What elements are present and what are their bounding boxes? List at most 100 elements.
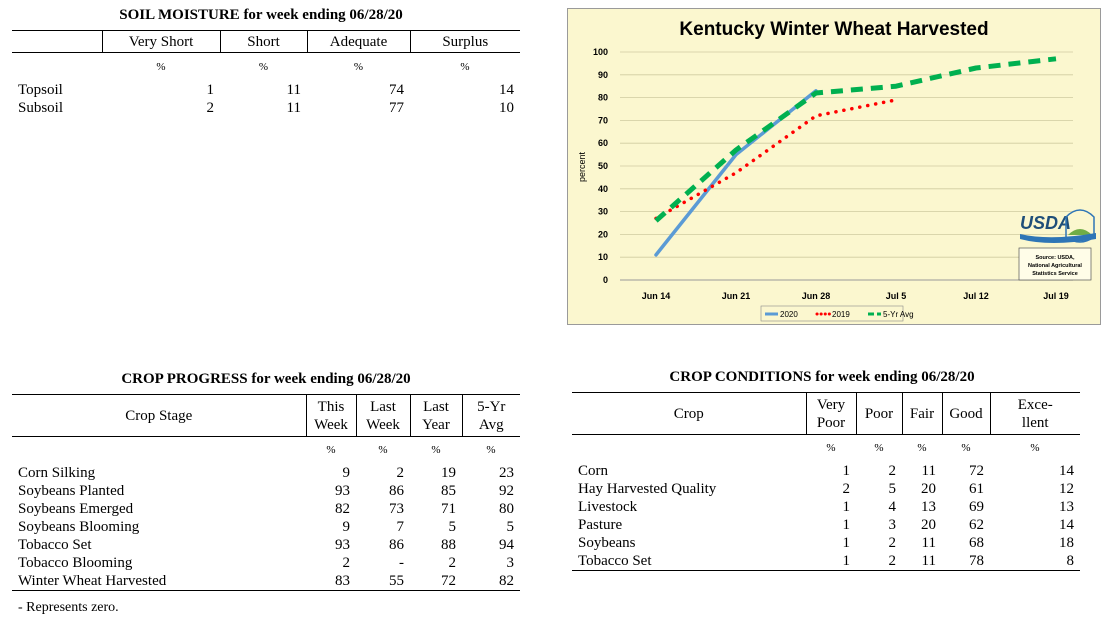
cell-value: 13 bbox=[921, 498, 936, 515]
cell-value: 2 bbox=[448, 554, 457, 571]
cell-value: 7 bbox=[396, 518, 405, 535]
row-label: Winter Wheat Harvested bbox=[18, 572, 167, 589]
unit-label: % bbox=[378, 444, 388, 457]
chart-legend: 2020 2019 5-Yr Avg bbox=[760, 305, 914, 322]
unit-label: % bbox=[874, 442, 884, 455]
cell-value: 3 bbox=[506, 554, 515, 571]
cell-value: 9 bbox=[342, 464, 351, 481]
row-label: Hay Harvested Quality bbox=[578, 480, 717, 497]
cell-value: 10 bbox=[499, 99, 514, 116]
table-row: Tobacco Set 93 86 88 94 bbox=[12, 536, 520, 554]
header-line: Last bbox=[370, 398, 396, 415]
table-row: Pasture 1 3 20 62 14 bbox=[572, 516, 1080, 534]
col-fair: Fair bbox=[901, 392, 942, 435]
cell-value: 62 bbox=[969, 516, 984, 533]
col-poor: Poor bbox=[855, 392, 902, 435]
row-label: Soybeans bbox=[578, 534, 636, 551]
soil-moisture-table: Very Short Short Adequate Surplus % % % … bbox=[12, 30, 520, 117]
cell-value: 2 bbox=[342, 554, 351, 571]
cell-value: 1 bbox=[842, 552, 851, 569]
legend-label: 5-Yr Avg bbox=[883, 310, 914, 319]
cell-value: 2 bbox=[888, 552, 897, 569]
row-label: Livestock bbox=[578, 498, 638, 515]
cell-value: 93 bbox=[335, 536, 350, 553]
unit-label: % bbox=[326, 444, 336, 457]
cell-value: 82 bbox=[335, 500, 350, 517]
header-line: Very bbox=[816, 396, 846, 413]
source-line-2: National Agricultural bbox=[1028, 263, 1082, 269]
y-tick-label: 40 bbox=[598, 184, 608, 194]
row-label: Tobacco Set bbox=[578, 552, 652, 569]
cell-value: 93 bbox=[335, 482, 350, 499]
cell-value: 14 bbox=[1059, 516, 1074, 533]
col-adequate: Adequate bbox=[306, 30, 410, 53]
row-label: Soybeans Emerged bbox=[18, 500, 134, 517]
cell-value: 11 bbox=[286, 81, 301, 98]
cell-value: 86 bbox=[389, 536, 404, 553]
cell-value: 1 bbox=[206, 81, 215, 98]
cell-value: 3 bbox=[888, 516, 897, 533]
source-box: Source: USDA, National Agricultural Stat… bbox=[1018, 247, 1092, 281]
unit-label: % bbox=[431, 444, 441, 457]
col-very-short: Very Short bbox=[101, 30, 220, 53]
legend-frame bbox=[760, 305, 904, 322]
cell-value: 85 bbox=[441, 482, 456, 499]
y-tick-label: 50 bbox=[598, 161, 608, 171]
cell-value: 2 bbox=[396, 464, 405, 481]
y-tick-label: 60 bbox=[598, 138, 608, 148]
table-row: Soybeans Blooming 9 7 5 5 bbox=[12, 518, 520, 536]
unit-label: % bbox=[486, 444, 496, 457]
header-line: Avg bbox=[478, 416, 504, 433]
cell-value: 80 bbox=[499, 500, 514, 517]
col-short: Short bbox=[219, 30, 307, 53]
cell-value: 2 bbox=[206, 99, 215, 116]
cell-value: 55 bbox=[389, 572, 404, 589]
y-tick-label: 0 bbox=[603, 275, 608, 285]
table-row: Corn Silking 9 2 19 23 bbox=[12, 464, 520, 482]
crop-conditions-title: CROP CONDITIONS for week ending 06/28/20 bbox=[669, 369, 975, 385]
y-tick-label: 70 bbox=[598, 115, 608, 125]
table-row: Tobacco Set 1 2 11 78 8 bbox=[572, 552, 1080, 571]
chart-title: Kentucky Winter Wheat Harvested bbox=[679, 19, 988, 40]
cell-value: 83 bbox=[335, 572, 350, 589]
cell-value: 77 bbox=[389, 99, 404, 116]
cell-value: 11 bbox=[921, 534, 936, 551]
cell-value: 88 bbox=[441, 536, 456, 553]
x-tick-label: Jun 14 bbox=[642, 291, 671, 301]
cell-value: 13 bbox=[1059, 498, 1074, 515]
col-last-year: Last Year bbox=[409, 394, 462, 437]
header-line: llent bbox=[1021, 414, 1049, 431]
cell-value: 12 bbox=[1059, 480, 1074, 497]
y-tick-label: 80 bbox=[598, 93, 608, 103]
cell-value: 72 bbox=[969, 462, 984, 479]
header-line: 5-Yr bbox=[477, 398, 506, 415]
row-label: Soybeans Planted bbox=[18, 482, 125, 499]
cell-value: 61 bbox=[969, 480, 984, 497]
cell-value: 73 bbox=[389, 500, 404, 517]
col-excellent: Exce-llent bbox=[989, 392, 1080, 435]
chart-canvas: Kentucky Winter Wheat Harvested percent … bbox=[577, 19, 1096, 322]
unit-label: % bbox=[353, 60, 364, 73]
y-axis-label: percent bbox=[577, 151, 587, 182]
cell-value: 5 bbox=[506, 518, 515, 535]
cell-value: 9 bbox=[342, 518, 351, 535]
cell-value: 14 bbox=[1059, 462, 1074, 479]
cell-value: 1 bbox=[842, 534, 851, 551]
footnote: - Represents zero. bbox=[18, 600, 119, 615]
table-row: Hay Harvested Quality 2 5 20 61 12 bbox=[572, 480, 1080, 498]
source-line-3: Statistics Service bbox=[1032, 271, 1078, 277]
cell-value: 71 bbox=[441, 500, 456, 517]
soil-moisture-title: SOIL MOISTURE for week ending 06/28/20 bbox=[119, 7, 403, 23]
cell-value: 11 bbox=[286, 99, 301, 116]
series-line-0 bbox=[654, 89, 818, 257]
cell-value: 4 bbox=[888, 498, 897, 515]
unit-label: % bbox=[826, 442, 836, 455]
col-very-poor: Very Poor bbox=[805, 392, 856, 435]
series-line-2 bbox=[654, 56, 1057, 223]
crop-progress-table-wrap: Crop Stage This Week Last Week Last Year 5-… bbox=[12, 394, 520, 592]
y-tick-label: 90 bbox=[598, 70, 608, 80]
cell-value: 1 bbox=[842, 462, 851, 479]
soil-corner-cell bbox=[12, 31, 102, 53]
x-tick-label: Jun 21 bbox=[722, 291, 751, 301]
unit-label: % bbox=[258, 60, 269, 73]
